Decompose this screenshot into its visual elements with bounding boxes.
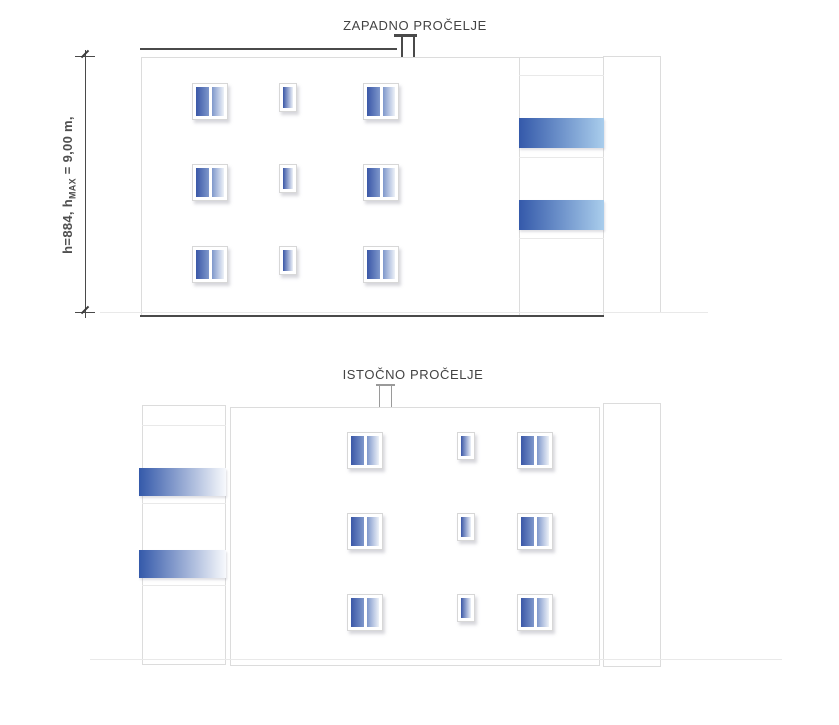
window-pane (211, 87, 224, 116)
double-window (517, 513, 553, 550)
dimension-tick-bottom (75, 312, 95, 313)
west-elevation-title: ZAPADNO PROČELJE (343, 18, 487, 33)
single-window (279, 246, 297, 275)
dimension-line (85, 50, 86, 318)
west-side-volume-outline (603, 56, 661, 313)
window-pane (196, 168, 209, 197)
balcony-band (519, 200, 604, 230)
window-pane (283, 250, 293, 271)
window-pane (536, 517, 549, 546)
single-window (279, 164, 297, 193)
double-window (192, 164, 228, 201)
double-window (192, 83, 228, 120)
west-roof-line (140, 48, 397, 50)
window-pane (283, 168, 293, 189)
window-pane (461, 517, 471, 537)
double-window (347, 594, 383, 631)
height-dimension-label: h=884, hMAX = 9,00 m, (60, 75, 78, 295)
east-chimney-left-side (379, 386, 380, 407)
double-window (363, 164, 399, 201)
double-window (363, 246, 399, 283)
dimension-tick-top (75, 56, 95, 57)
east-strip-floor-line (142, 585, 226, 586)
window-pane (283, 87, 293, 108)
east-strip-floor-line (142, 503, 226, 504)
window-pane (461, 436, 471, 456)
east-side-volume-outline (603, 403, 661, 667)
window-pane (211, 250, 224, 279)
single-window (457, 594, 475, 622)
double-window (192, 246, 228, 283)
east-elevation-title: ISTOČNO PROČELJE (342, 367, 484, 382)
single-window (457, 513, 475, 541)
east-ground-line (90, 659, 782, 660)
double-window (517, 594, 553, 631)
east-strip-outline (142, 405, 226, 665)
east-strip-floor-line (142, 425, 226, 426)
window-pane (461, 598, 471, 618)
window-pane (367, 87, 380, 116)
dimension-text: h=884, h (60, 199, 75, 254)
east-chimney-cap (376, 384, 395, 386)
window-pane (521, 598, 534, 627)
west-strip-floor-line (519, 157, 604, 158)
window-pane (382, 168, 395, 197)
dimension-text-suffix: = 9,00 m, (60, 116, 75, 179)
west-chimney-cap (394, 34, 417, 37)
west-strip-left-edge (519, 57, 520, 316)
west-chimney-left-side (401, 37, 403, 57)
double-window (347, 513, 383, 550)
west-chimney-right-side (413, 37, 415, 57)
window-pane (366, 517, 379, 546)
window-pane (351, 436, 364, 465)
dimension-subscript: MAX (67, 178, 78, 200)
window-pane (536, 436, 549, 465)
window-pane (367, 168, 380, 197)
west-ground-extension-line (100, 312, 708, 313)
double-window (517, 432, 553, 469)
single-window (279, 83, 297, 112)
window-pane (367, 250, 380, 279)
window-pane (366, 598, 379, 627)
window-pane (382, 250, 395, 279)
window-pane (351, 517, 364, 546)
balcony-band (519, 118, 604, 148)
window-pane (196, 250, 209, 279)
west-strip-floor-line (519, 238, 604, 239)
single-window (457, 432, 475, 460)
window-pane (351, 598, 364, 627)
window-pane (211, 168, 224, 197)
west-strip-floor-line (519, 75, 604, 76)
balcony-band (139, 468, 226, 496)
window-pane (521, 517, 534, 546)
window-pane (366, 436, 379, 465)
window-pane (521, 436, 534, 465)
east-chimney-right-side (391, 386, 392, 407)
balcony-band (139, 550, 226, 578)
double-window (363, 83, 399, 120)
double-window (347, 432, 383, 469)
west-ground-line (140, 315, 604, 317)
window-pane (196, 87, 209, 116)
window-pane (382, 87, 395, 116)
window-pane (536, 598, 549, 627)
